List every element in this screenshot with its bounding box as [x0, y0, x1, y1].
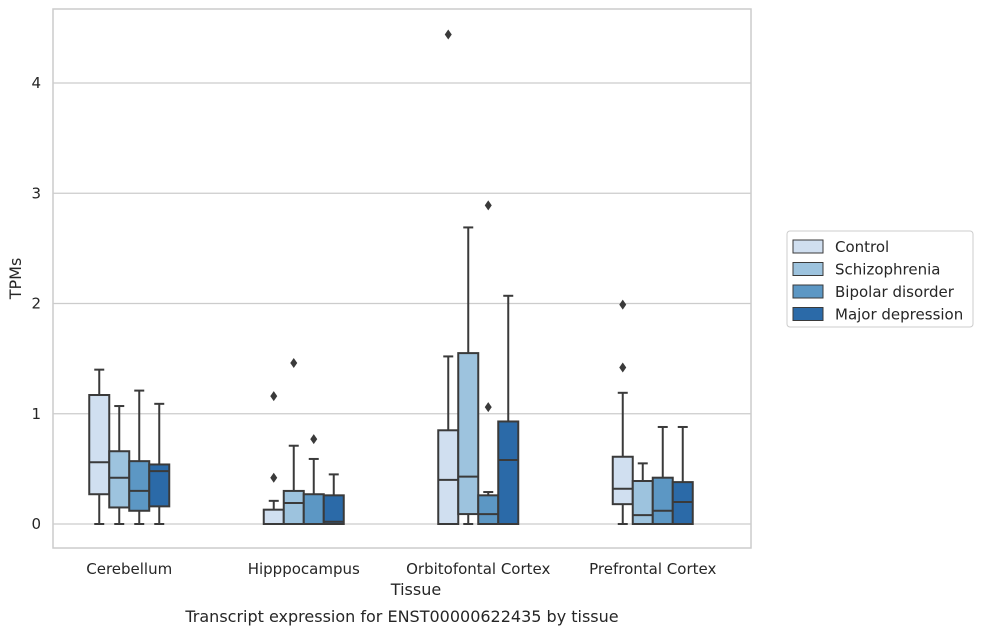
- x-tick-label: Cerebellum: [86, 560, 172, 578]
- box: [497, 294, 520, 525]
- y-axis-title: TPMs: [6, 258, 25, 301]
- legend-label: Bipolar disorder: [835, 283, 955, 301]
- x-tick-label: Orbitofontal Cortex: [406, 560, 550, 578]
- box-series-layer: [88, 29, 694, 526]
- legend-item: Major depression: [792, 306, 963, 324]
- legend-swatch: [792, 284, 824, 299]
- box-body: [88, 394, 111, 496]
- y-tick-label: 1: [31, 405, 41, 423]
- y-tick-label: 3: [31, 184, 41, 202]
- box-body: [262, 508, 285, 526]
- box-body: [631, 480, 654, 526]
- legend-label: Schizophrenia: [835, 261, 940, 279]
- y-tick-label: 4: [31, 74, 41, 92]
- box-body: [108, 450, 131, 509]
- box-body: [671, 481, 694, 526]
- legend: Control Schizophrenia Bipolar disorder Majo…: [786, 230, 974, 328]
- box-body: [611, 455, 634, 506]
- box-body: [651, 476, 674, 526]
- series-major-depression: [148, 294, 694, 526]
- outlier-point: [444, 29, 452, 40]
- box: [128, 389, 151, 525]
- outlier-point: [270, 472, 278, 483]
- box: [477, 200, 500, 525]
- legend-label: Major depression: [835, 306, 963, 324]
- series-schizophrenia: [108, 226, 654, 526]
- y-axis-ticks: 0 1 2 3 4: [31, 74, 41, 533]
- outlier-point: [270, 391, 278, 402]
- box-body: [437, 429, 460, 526]
- legend-frame: [786, 230, 974, 328]
- outlier-point: [484, 402, 492, 413]
- box: [262, 391, 285, 526]
- box: [322, 473, 345, 525]
- plot-area-frame: [52, 8, 752, 549]
- y-tick-label: 2: [31, 295, 41, 313]
- legend-swatch: [792, 239, 824, 254]
- series-control: [88, 29, 634, 526]
- box-body: [128, 460, 151, 512]
- box: [651, 425, 674, 526]
- legend-label: Control: [835, 238, 889, 256]
- box: [108, 405, 131, 525]
- box-body: [148, 463, 171, 508]
- outlier-point: [310, 434, 318, 445]
- legend-item: Control: [792, 238, 889, 256]
- x-axis-title: Tissue: [390, 580, 441, 599]
- outlier-point: [619, 299, 627, 310]
- chart-caption: Transcript expression for ENST0000062243…: [184, 607, 618, 626]
- x-axis-ticks: Cerebellum Hipppocampus Orbitofontal Corte…: [86, 560, 716, 578]
- box: [88, 368, 111, 525]
- box: [671, 425, 694, 526]
- legend-item: Bipolar disorder: [792, 283, 955, 301]
- series-bipolar-disorder: [128, 200, 674, 526]
- legend-swatch: [792, 262, 824, 276]
- x-tick-label: Prefrontal Cortex: [589, 560, 716, 578]
- box-body: [282, 489, 305, 525]
- box: [457, 226, 480, 525]
- outlier-point: [290, 358, 298, 369]
- outlier-point: [484, 200, 492, 211]
- y-tick-label: 0: [31, 515, 41, 533]
- box-body: [322, 494, 345, 525]
- x-tick-label: Hipppocampus: [248, 560, 360, 578]
- box: [631, 462, 654, 526]
- box-body: [302, 493, 325, 526]
- box-body: [477, 494, 500, 525]
- box: [282, 358, 305, 525]
- box: [611, 299, 634, 525]
- box: [302, 434, 325, 526]
- y-gridlines: [53, 82, 751, 525]
- box-body: [457, 352, 480, 516]
- legend-item: Schizophrenia: [792, 261, 940, 279]
- legend-swatch: [792, 307, 824, 321]
- box: [437, 29, 460, 526]
- outlier-point: [619, 362, 627, 373]
- box: [148, 402, 171, 525]
- box-body: [497, 420, 520, 525]
